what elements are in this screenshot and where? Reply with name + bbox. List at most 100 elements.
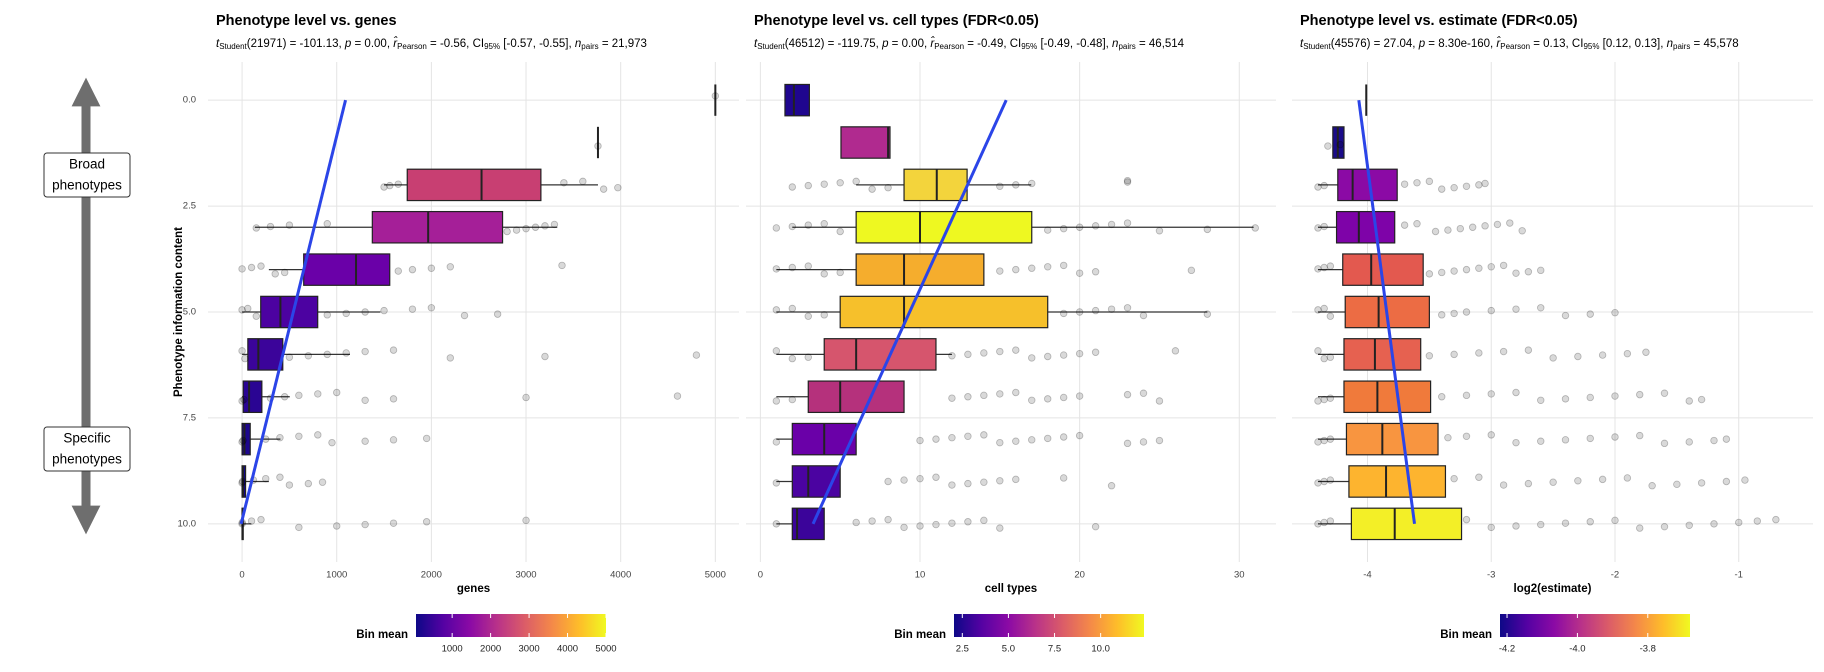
data-point <box>1320 181 1328 190</box>
box-group <box>772 253 1196 286</box>
data-point <box>342 309 350 318</box>
box-group <box>1314 507 1780 541</box>
data-point <box>1123 178 1132 186</box>
data-point <box>361 308 369 316</box>
data-point <box>1400 180 1409 188</box>
data-point <box>323 350 331 359</box>
data-point <box>1155 227 1164 235</box>
data-point <box>1549 354 1557 362</box>
data-point <box>1314 306 1322 314</box>
data-point <box>1425 352 1434 360</box>
data-point <box>1091 522 1100 531</box>
data-point <box>1450 267 1458 275</box>
data-point <box>1028 436 1036 444</box>
box <box>247 338 284 371</box>
data-point <box>280 393 289 401</box>
box-group <box>1314 253 1545 286</box>
data-point <box>247 517 256 525</box>
data-point <box>1537 520 1545 529</box>
subtitle-part: r̂ <box>930 36 935 50</box>
data-point <box>788 263 796 272</box>
side-label: Broad <box>69 157 105 172</box>
data-point <box>1107 305 1116 313</box>
data-point <box>1091 306 1100 315</box>
box <box>1348 465 1447 498</box>
data-point <box>1314 520 1322 528</box>
data-point <box>1326 394 1335 402</box>
box <box>1345 422 1439 456</box>
side-label: phenotypes <box>52 178 122 193</box>
subtitle-part: r̂ <box>393 36 398 50</box>
subtitle-part: (45576) = 27.04, <box>1331 38 1419 50</box>
data-point <box>1028 396 1036 404</box>
x-axis-label: cell types <box>985 583 1037 595</box>
data-point <box>238 397 246 405</box>
x-axis-label: log2(estimate) <box>1514 583 1592 595</box>
data-point <box>1623 474 1632 482</box>
data-point <box>522 393 530 402</box>
data-point <box>1155 436 1164 445</box>
data-point <box>361 347 369 356</box>
data-point <box>1493 220 1502 229</box>
data-point <box>1012 437 1020 445</box>
data-point <box>1499 261 1508 270</box>
box-group <box>1314 338 1650 371</box>
data-point <box>948 481 956 489</box>
data-point <box>361 520 369 529</box>
box <box>1350 507 1463 541</box>
data-point <box>820 180 828 188</box>
data-point <box>1524 268 1533 276</box>
data-point <box>1685 397 1693 405</box>
data-point <box>820 311 828 319</box>
data-point <box>522 224 530 233</box>
data-point <box>1561 519 1570 527</box>
data-point <box>1561 436 1570 444</box>
data-point <box>1324 142 1332 150</box>
subtitle-part: 95% <box>484 42 500 51</box>
data-point <box>238 347 246 355</box>
subtitle-part: 95% <box>1583 42 1599 51</box>
box-group <box>772 465 1116 498</box>
box-group <box>252 210 559 244</box>
data-point <box>1456 224 1465 233</box>
data-point <box>1171 347 1180 355</box>
data-point <box>1499 347 1508 356</box>
data-point <box>244 304 252 313</box>
box-group <box>238 338 701 371</box>
data-point <box>820 270 828 278</box>
data-point <box>422 434 431 443</box>
subtitle-part: (21971) = -101.13, <box>247 38 345 50</box>
data-point <box>257 262 265 270</box>
subtitle-part: t <box>1300 38 1304 50</box>
data-point <box>980 516 988 525</box>
subtitle-part: [0.12, 0.13], <box>1599 38 1666 50</box>
x-tick-label: 4000 <box>610 570 631 581</box>
data-point <box>389 395 398 403</box>
data-point <box>1475 264 1483 272</box>
data-point <box>804 353 812 361</box>
data-point <box>1611 433 1619 441</box>
box <box>371 210 504 244</box>
x-tick-label: 20 <box>1074 570 1085 581</box>
data-point <box>996 390 1004 398</box>
panel-subtitle: tStudent(46512) = -119.75, p = 0.00, r̂P… <box>754 36 1185 51</box>
data-point <box>238 477 247 486</box>
data-point <box>1044 395 1052 403</box>
data-point <box>1326 517 1335 525</box>
box-group <box>1314 465 1749 498</box>
data-point <box>1326 435 1335 443</box>
data-point <box>884 477 892 486</box>
data-point <box>1431 227 1440 236</box>
y-tick-label: 7.5 <box>183 412 196 423</box>
y-axis-label: Phenotype information content <box>173 227 185 397</box>
colorbar-tick-label: 5000 <box>595 644 616 655</box>
data-point <box>1320 304 1328 313</box>
x-tick-label: 0 <box>758 570 763 581</box>
data-point <box>1574 477 1582 485</box>
data-point <box>1450 350 1458 359</box>
data-point <box>1753 517 1762 525</box>
data-point <box>1549 478 1557 486</box>
data-point <box>1075 349 1084 358</box>
data-point <box>1524 479 1533 488</box>
data-point <box>1475 181 1483 189</box>
